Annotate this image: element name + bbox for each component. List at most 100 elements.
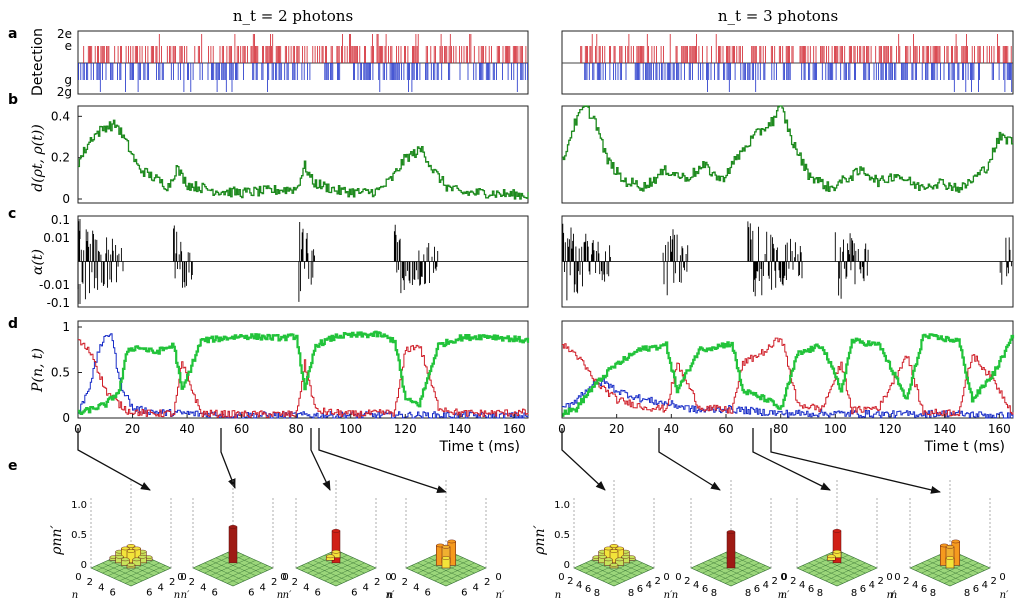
histogram-n-label: n (387, 590, 393, 599)
histogram-bar-top (441, 545, 451, 549)
histogram-grid-line (210, 560, 251, 579)
histogram-nprime-tick: 6 (146, 587, 152, 598)
histogram-nprime-tick: 8 (628, 588, 634, 599)
histogram-rho-label: ρnn′ (532, 524, 548, 555)
time-tick-label: 140 (448, 422, 471, 436)
histogram-nprime-label: n′ (1000, 590, 1009, 599)
histogram-grid-line (324, 562, 365, 582)
histogram-nprime-tick: 2 (990, 576, 996, 587)
detection-tick-label: 2e (57, 27, 72, 41)
time-pointer-arrow-2 (220, 428, 236, 489)
histogram-grid-line (814, 560, 855, 579)
time-pointer-arrow-8 (770, 428, 941, 494)
histogram-nprime-tick: 4 (646, 580, 652, 591)
histogram-nprime-tick: 6 (351, 587, 357, 598)
time-tick-label: 160 (988, 422, 1011, 436)
density-histogram-4: 0 02 24 46 6n n′ (387, 480, 505, 599)
histogram-grid-line (307, 554, 348, 574)
histogram-grid-line (608, 565, 649, 584)
histogram-grid-line (318, 560, 359, 579)
histogram-nprime-label: n′ (496, 590, 505, 599)
histogram-grid-line (719, 554, 760, 574)
histogram-nprime-tick: 0 (495, 572, 501, 583)
histogram-nprime-tick: 0 (385, 572, 391, 583)
histogram-n-tick: 0 (558, 572, 564, 583)
histogram-nprime-tick: 0 (282, 572, 288, 583)
histogram-n-label: n (555, 590, 561, 599)
time-pointer-arrow-1 (77, 428, 151, 491)
time-tick-label: 40 (179, 422, 194, 436)
histogram-n-tick: 6 (702, 584, 708, 595)
histogram-n-tick: 6 (212, 587, 218, 598)
histogram-grid-line (198, 565, 239, 584)
histogram-bar-top (121, 557, 130, 562)
histogram-nprime-tick: 0 (886, 572, 892, 583)
panel-letter-a: a (8, 26, 17, 42)
prob-line-plus-left (78, 339, 529, 419)
alpha-bursts-right (562, 221, 1013, 301)
alpha-tick-label: 0.01 (43, 231, 70, 245)
density-histogram-6: 0 02 24 46 68 8n n′ (672, 480, 790, 599)
histogram-z-tick: 1.0 (554, 500, 570, 511)
distance-frame-right (561, 105, 1014, 204)
histogram-n-tick: 4 (799, 580, 805, 591)
histogram-n-tick: 4 (303, 582, 309, 593)
histogram-bar (726, 531, 736, 569)
histogram-grid-line (221, 554, 262, 574)
histogram-grid-line (596, 560, 637, 579)
histogram-n-label: n (174, 590, 180, 599)
histogram-bar-top (331, 549, 341, 554)
histogram-nprime-tick: 0 (663, 572, 669, 583)
histogram-n-tick: 0 (280, 572, 286, 583)
histogram-rho-label: ρnn′ (49, 524, 65, 555)
histogram-nprime-tick: 2 (771, 576, 777, 587)
prob-line-target-left (78, 330, 530, 415)
histogram-grid-line (708, 560, 749, 579)
density-histogram-7: 0 02 24 46 68 8n n′ (778, 480, 896, 599)
histogram-n-tick: 4 (98, 582, 104, 593)
histogram-n-tick: 2 (292, 577, 298, 588)
histogram-grid-line (591, 560, 632, 579)
histogram-n-tick: 0 (781, 572, 787, 583)
histogram-grid-line (825, 562, 866, 582)
histogram-grid-line (227, 565, 268, 584)
histogram-n-tick: 0 (75, 572, 81, 583)
histogram-bar (228, 526, 238, 564)
histogram-grid-line (417, 562, 458, 582)
histogram-grid-line (725, 565, 766, 584)
histogram-nprime-tick: 8 (851, 588, 857, 599)
panel-letter-e: e (8, 458, 18, 474)
histogram-nprime-label: n′ (181, 590, 190, 599)
histogram-bar-top (447, 539, 456, 544)
detection-tick-label: 2g (57, 85, 72, 99)
histogram-n-tick: 2 (567, 576, 573, 587)
alpha-tick-label: -0.01 (39, 278, 70, 292)
histogram-nprime-tick: 0 (780, 572, 786, 583)
prob-line-target-right (562, 333, 1015, 417)
histogram-grid-line (210, 557, 251, 576)
histogram-grid-line (921, 562, 962, 582)
histogram-n-tick: 8 (930, 588, 936, 599)
distance-tick-label: 0.2 (51, 151, 70, 165)
histogram-bar-top (726, 530, 736, 534)
histogram-bar-top (331, 529, 341, 533)
histogram-grid-line (440, 565, 481, 584)
excited-detections-left (83, 34, 527, 63)
time-tick-label: 60 (718, 422, 733, 436)
histogram-nprime-tick: 0 (999, 572, 1005, 583)
density-histogram-3: 0 02 24 46 6n n′ (277, 480, 395, 599)
time-tick-label: 60 (234, 422, 249, 436)
prob-tick-label: 1 (62, 320, 70, 334)
time-pointer-arrow-7 (752, 428, 831, 491)
histogram-grid-line (313, 557, 354, 576)
histogram-grid-line (301, 565, 342, 584)
histogram-n-tick: 4 (413, 582, 419, 593)
histogram-nprime-tick: 2 (877, 576, 883, 587)
time-tick-label: 20 (125, 422, 140, 436)
histogram-grid-line (819, 557, 860, 576)
histogram-grid-line (113, 560, 154, 579)
histogram-nprime-tick: 2 (169, 577, 175, 588)
ylabel-prob: P(n, t) (30, 348, 46, 393)
time-pointer-arrow-5 (561, 428, 606, 491)
